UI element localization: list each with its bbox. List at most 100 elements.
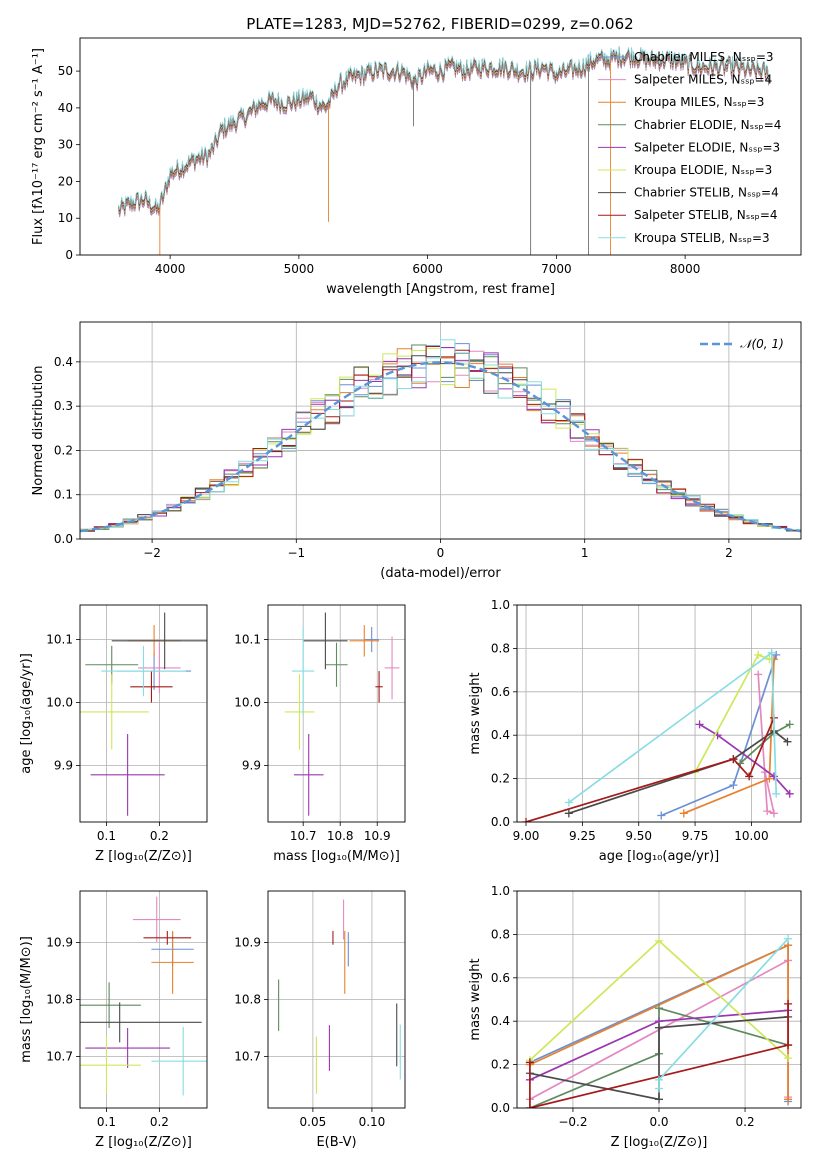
x-tick-label: −1 bbox=[287, 546, 305, 560]
histogram-kroupa_stelib bbox=[80, 339, 801, 531]
y-tick-label: 0.2 bbox=[491, 1058, 510, 1072]
y-tick-label: 10 bbox=[58, 211, 73, 225]
y-tick-label: 10.0 bbox=[46, 695, 73, 709]
x-tick-label: 9.25 bbox=[569, 829, 596, 843]
y-tick-label: 0.4 bbox=[54, 355, 73, 369]
x-axis-label: Z [log₁₀(Z/Z⊙)] bbox=[95, 1135, 192, 1150]
x-tick-label: 10.9 bbox=[364, 829, 391, 843]
y-tick-label: 0.6 bbox=[491, 971, 510, 985]
x-axis-label: E(B-V) bbox=[316, 1135, 356, 1150]
x-tick-label: 9.50 bbox=[625, 829, 652, 843]
y-tick-label: 10.9 bbox=[234, 935, 261, 949]
weight-marker-salpeter_miles bbox=[754, 670, 763, 679]
x-tick-label: −0.2 bbox=[558, 1115, 587, 1129]
weight-marker-chabrier_elodie bbox=[655, 1004, 663, 1013]
y-tick-label: 0 bbox=[65, 248, 73, 262]
y-axis-label: mass weight bbox=[468, 958, 483, 1040]
y-tick-label: 1.0 bbox=[491, 884, 510, 898]
weight-marker-kroupa_stelib bbox=[655, 1075, 663, 1084]
weight-marker-chabrier_stelib bbox=[564, 809, 573, 818]
y-tick-label: 0.8 bbox=[491, 641, 510, 655]
figure-title: PLATE=1283, MJD=52762, FIBERID=0299, z=0… bbox=[246, 15, 633, 33]
weight-marker-kroupa_stelib bbox=[564, 798, 573, 807]
weight-marker-salpeter_stelib bbox=[745, 772, 754, 781]
weight-marker-chabrier_miles bbox=[729, 781, 738, 790]
legend-label-kroupa_stelib: Kroupa STELIB, Nₛₛₚ=3 bbox=[634, 231, 770, 245]
legend-label-salpeter_stelib: Salpeter STELIB, Nₛₛₚ=4 bbox=[634, 208, 778, 222]
weight-marker-salpeter_stelib bbox=[729, 755, 738, 764]
axes-frame bbox=[79, 604, 208, 823]
y-tick-label: 10.0 bbox=[234, 695, 261, 709]
weight-line-salpeter_elodie bbox=[699, 723, 791, 795]
errorbars bbox=[284, 612, 400, 816]
legend-label-chabrier_miles: Chabrier MILES, Nₛₛₚ=3 bbox=[634, 50, 774, 64]
x-tick-label: 0.2 bbox=[736, 1115, 755, 1129]
weight-marker-salpeter_elodie bbox=[695, 720, 704, 729]
x-tick-label: 2 bbox=[725, 546, 733, 560]
y-tick-label: 10.7 bbox=[46, 1050, 73, 1064]
y-tick-label: 10.7 bbox=[234, 1050, 261, 1064]
spectrum-lines bbox=[118, 45, 769, 255]
weight-line-salpeter_stelib bbox=[525, 717, 775, 822]
y-tick-label: 1.0 bbox=[491, 598, 510, 612]
panel-age_vs_mass: 10.7 10.8 10.9 9.9 10.0 10.1 mass [log₁₀(M/M⊙)… bbox=[234, 604, 406, 864]
y-tick-label: 10.8 bbox=[234, 993, 261, 1007]
axes-frame bbox=[267, 890, 406, 1109]
x-tick-label: 8000 bbox=[670, 262, 701, 276]
x-tick-label: 1 bbox=[581, 546, 589, 560]
legend-label-salpeter_elodie: Salpeter ELODIE, Nₛₛₚ=3 bbox=[634, 140, 780, 154]
weight-marker-kroupa_elodie bbox=[754, 650, 763, 659]
x-tick-label: −2 bbox=[143, 546, 161, 560]
weight-marker-chabrier_elodie bbox=[785, 720, 794, 729]
x-tick-label: 10.8 bbox=[327, 829, 354, 843]
weight-marker-kroupa_elodie bbox=[655, 936, 663, 945]
y-tick-label: 0.3 bbox=[54, 399, 73, 413]
y-tick-label: 0.1 bbox=[54, 488, 73, 502]
x-tick-label: 0.05 bbox=[300, 1115, 327, 1129]
x-tick-label: 9.75 bbox=[682, 829, 709, 843]
y-tick-label: 50 bbox=[58, 64, 73, 78]
weight-marker-salpeter_stelib bbox=[522, 818, 531, 822]
weight-marker-chabrier_stelib bbox=[655, 1023, 663, 1032]
weight-marker-chabrier_miles bbox=[772, 650, 781, 659]
weight-lines bbox=[522, 648, 794, 822]
panel-residuals: −2 −1 0 1 2 0.0 0.1 0.2 0.3 0.4 (data-model)/error… bbox=[31, 321, 802, 581]
x-axis-label: age [log₁₀(age/yr)] bbox=[599, 849, 720, 864]
panel-mass_vs_Z: 0.1 0.2 10.7 10.8 10.9 Z [log₁₀(Z/Z⊙)] mass [l… bbox=[19, 890, 208, 1150]
y-tick-label: 0.2 bbox=[491, 772, 510, 786]
y-axis-label: mass weight bbox=[468, 672, 483, 754]
x-tick-label: 0.2 bbox=[150, 829, 169, 843]
panel-mass_vs_ebv: 0.05 0.10 10.7 10.8 10.9 E(B-V) bbox=[234, 890, 406, 1150]
x-tick-label: 10.7 bbox=[290, 829, 317, 843]
panel-weight_vs_Z: −0.2 0.0 0.2 0.0 0.2 0.4 0.6 0.8 1.0 Z [log₁₀(Z/Z… bbox=[468, 884, 802, 1150]
legend-label-kroupa_elodie: Kroupa ELODIE, Nₛₛₚ=3 bbox=[634, 163, 772, 177]
weight-marker-kroupa_miles bbox=[765, 774, 774, 783]
panel-weight_vs_age: 9.00 9.25 9.50 9.75 10.00 0.0 0.2 0.4 0.6 0.8 1.0 a… bbox=[468, 598, 802, 864]
x-axis-label: mass [log₁₀(M/M⊙)] bbox=[273, 849, 400, 864]
axes-frame bbox=[516, 604, 802, 823]
x-tick-label: 0.1 bbox=[97, 829, 116, 843]
x-tick-label: 7000 bbox=[541, 262, 572, 276]
axes-frame bbox=[516, 890, 802, 1109]
weight-marker-chabrier_stelib bbox=[655, 1095, 663, 1104]
x-axis-label: Z [log₁₀(Z/Z⊙)] bbox=[95, 849, 192, 864]
legend-label-kroupa_miles: Kroupa MILES, Nₛₛₚ=3 bbox=[634, 95, 764, 109]
y-tick-label: 20 bbox=[58, 174, 73, 188]
y-tick-label: 9.9 bbox=[54, 758, 73, 772]
panel-spectrum: 4000 5000 6000 7000 8000 0 10 20 30 40 50 wavelengt… bbox=[31, 37, 802, 297]
y-tick-label: 30 bbox=[58, 138, 73, 152]
errorbars bbox=[80, 896, 207, 1096]
x-tick-label: 10.00 bbox=[734, 829, 768, 843]
weight-marker-kroupa_stelib bbox=[655, 1084, 663, 1093]
legend-label-salpeter_miles: Salpeter MILES, Nₛₛₚ=4 bbox=[634, 73, 772, 87]
weight-marker-salpeter_stelib bbox=[525, 1058, 534, 1067]
y-tick-label: 0.4 bbox=[491, 728, 510, 742]
y-axis-label: mass [log₁₀(M/M⊙)] bbox=[19, 936, 34, 1063]
y-tick-label: 10.1 bbox=[234, 633, 261, 647]
weight-marker-kroupa_stelib bbox=[772, 789, 781, 798]
axes-frame bbox=[79, 890, 208, 1109]
errorbars bbox=[278, 899, 401, 1094]
weight-marker-kroupa_miles bbox=[784, 1095, 793, 1104]
histogram-lines bbox=[80, 339, 801, 533]
